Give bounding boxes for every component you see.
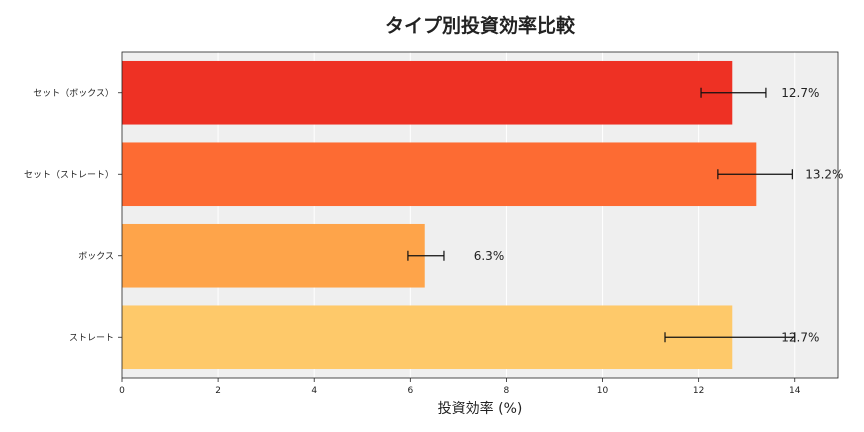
x-tick-label: 10 <box>597 386 609 396</box>
y-category-label: ボックス <box>78 251 114 262</box>
x-tick-label: 6 <box>407 386 413 396</box>
y-category-label: ストレート <box>69 333 114 343</box>
x-tick-label: 14 <box>789 386 801 396</box>
y-category-label: セット（ボックス） <box>33 88 114 99</box>
error-bars <box>407 87 796 343</box>
x-tick-label: 12 <box>693 386 704 396</box>
bar <box>122 142 757 207</box>
x-tick-label: 8 <box>504 386 510 396</box>
x-axis-label: 投資効率 (%) <box>438 400 523 417</box>
bar <box>122 305 733 370</box>
data-label: 6.3% <box>474 249 505 263</box>
data-label: 12.7% <box>781 86 819 100</box>
x-tick-label: 0 <box>119 386 125 396</box>
chart-title: タイプ別投資効率比較 <box>385 14 576 37</box>
plot-frame <box>121 51 839 379</box>
bars <box>122 60 757 370</box>
bar <box>122 60 733 125</box>
x-tick-label: 2 <box>215 386 221 396</box>
bar <box>122 223 425 288</box>
data-labels: 12.7% 13.2% 6.3% 12.7% <box>474 86 844 345</box>
y-category-label: セット（ストレート） <box>24 169 114 180</box>
data-label: 12.7% <box>781 330 819 344</box>
x-tick-label: 4 <box>311 386 317 396</box>
data-label: 13.2% <box>805 167 843 181</box>
x-axis-ticks: 0 2 4 6 8 10 12 14 <box>119 378 801 396</box>
